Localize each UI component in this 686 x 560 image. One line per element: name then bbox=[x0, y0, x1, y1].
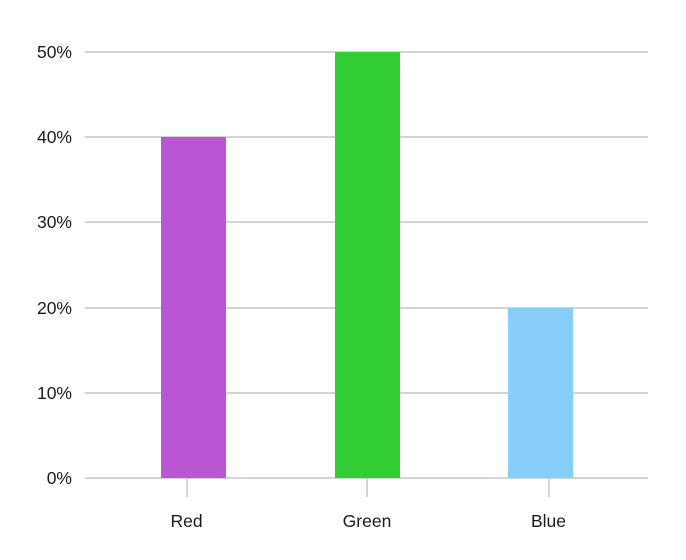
y-axis-tick-label: 20% bbox=[36, 297, 72, 318]
bar-green bbox=[334, 52, 400, 478]
x-axis-category-label-green: Green bbox=[342, 511, 392, 531]
x-axis-category-label-blue: Blue bbox=[530, 511, 567, 531]
bar-red bbox=[161, 137, 226, 478]
y-axis-tick-label: 50% bbox=[36, 42, 72, 62]
y-axis-tick-label: 10% bbox=[36, 382, 72, 403]
plot-area bbox=[85, 51, 648, 497]
y-axis-tick-label: 30% bbox=[36, 212, 72, 233]
x-axis-tick-red bbox=[185, 478, 188, 497]
x-axis-category-label-red: Red bbox=[170, 511, 203, 531]
bar-blue bbox=[508, 307, 573, 478]
y-axis-tick-label: 40% bbox=[36, 127, 72, 148]
x-axis-tick-green bbox=[366, 478, 368, 497]
y-axis-tick-label: 0% bbox=[46, 468, 72, 488]
x-axis-tick-blue bbox=[547, 478, 550, 497]
